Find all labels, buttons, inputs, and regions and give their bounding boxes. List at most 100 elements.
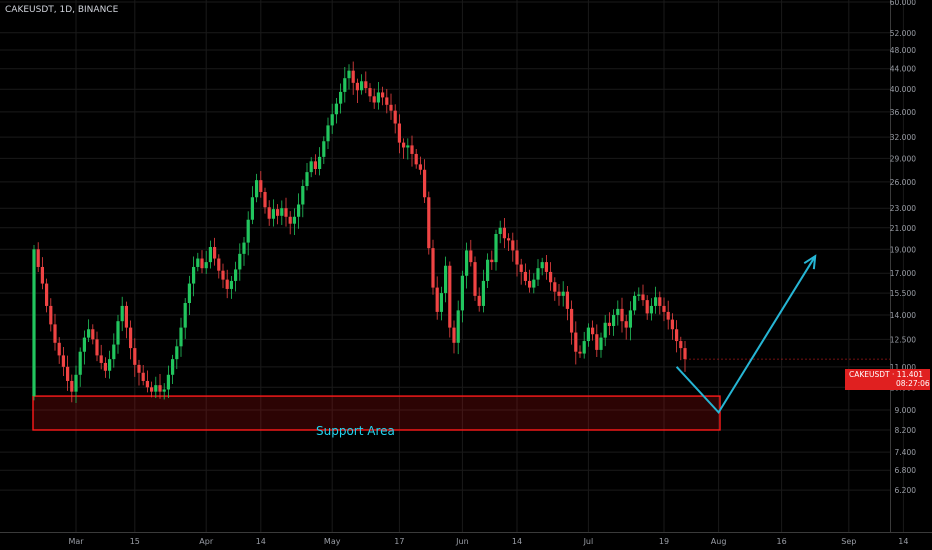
candle-body [179,327,183,347]
candle-body [675,329,679,342]
candle-body [418,164,422,170]
candle-down [259,171,263,198]
candle-body [565,291,569,309]
candle-down [666,300,670,330]
candle-up [330,103,334,134]
x-tick-label: Jun [455,537,469,546]
candle-down [658,291,662,315]
support-area-label: Support Area [316,424,395,438]
candle-down [557,283,561,306]
candle-body [141,372,145,381]
y-tick-label: 15.500 [890,289,916,298]
y-tick-label: 9.000 [895,406,917,415]
candle-up [229,275,233,299]
y-tick-label: 29.000 [890,154,916,163]
candle-body [481,280,485,306]
candle-body [284,208,288,217]
candle-down [595,324,599,358]
candle-down [515,239,519,277]
candle-up [326,117,330,150]
candle-body [124,305,128,328]
candle-body [200,258,204,269]
candle-body [628,310,632,328]
candle-down [473,256,477,301]
candle-down [418,156,422,175]
y-tick-label: 21.000 [890,224,916,233]
candle-up [187,275,191,316]
candle-up [486,253,490,289]
price-tag-text: CAKEUSDT · 11.401 [849,370,924,379]
candle-down [402,138,406,159]
candle-down [200,250,204,274]
candle-body [511,240,515,251]
candle-body [465,250,469,276]
candle-body [666,311,670,320]
candle-down [158,373,162,399]
x-tick-label: Apr [199,537,214,546]
candle-body [225,279,229,289]
candle-down [624,314,628,340]
projection-arrowhead [803,254,817,270]
candle-body [544,262,548,272]
x-tick-label: 14 [256,537,266,546]
candle-down [544,255,548,280]
candle-body [192,266,196,284]
candle-body [187,283,191,304]
candle-body [166,374,170,390]
candle-down [368,83,372,103]
candle-body [129,327,133,349]
candle-down [61,346,65,377]
y-tick-label: 14.000 [890,311,916,320]
candle-body [435,287,439,312]
candle-down [423,159,427,203]
x-tick-label: 14 [512,537,522,546]
symbol-title: CAKEUSDT, 1D, BINANCE [5,5,119,15]
candle-body [250,197,254,220]
candle-up [108,350,112,379]
candle-down [523,263,527,286]
candle-body [557,291,561,296]
candle-body [679,341,683,349]
candle-body [87,329,91,338]
candle-body [376,92,380,103]
candle-up [536,259,540,287]
candle-down [591,320,595,341]
candle-body [175,346,179,360]
candle-down [565,286,569,321]
candle-up [444,256,448,303]
candle-body [494,233,498,263]
candle-body [255,180,259,198]
candle-body [318,156,322,169]
candle-down [620,297,624,333]
candle-body [532,279,536,288]
candle-up [246,211,250,256]
candle-body [637,294,641,296]
candle-down [66,355,70,391]
candle-body [654,297,658,306]
x-tick-label: Mar [68,537,84,546]
candle-up [179,317,183,357]
candle-body [645,300,649,314]
candle-down [351,61,355,95]
last-price-tag: CAKEUSDT · 11.401 08:27:06 [845,369,930,390]
candle-body [456,310,460,343]
candle-up [628,301,632,341]
candle-body [595,334,599,350]
candle-up [494,229,498,271]
candle-up [406,138,410,160]
candle-up [297,193,301,229]
candle-body [427,197,431,249]
candle-body [502,227,506,239]
candle-body [133,348,137,365]
candle-down [553,277,557,301]
candle-down [288,211,292,235]
candle-body [658,297,662,306]
candle-down [263,187,267,214]
candle-body [322,141,326,157]
candle-body [66,366,70,381]
y-tick-label: 6.200 [895,486,917,495]
price-tag-value: 11.401 [896,370,924,379]
candle-down [70,374,74,403]
y-tick-label: 32.000 [890,133,916,142]
candle-up [637,287,641,301]
